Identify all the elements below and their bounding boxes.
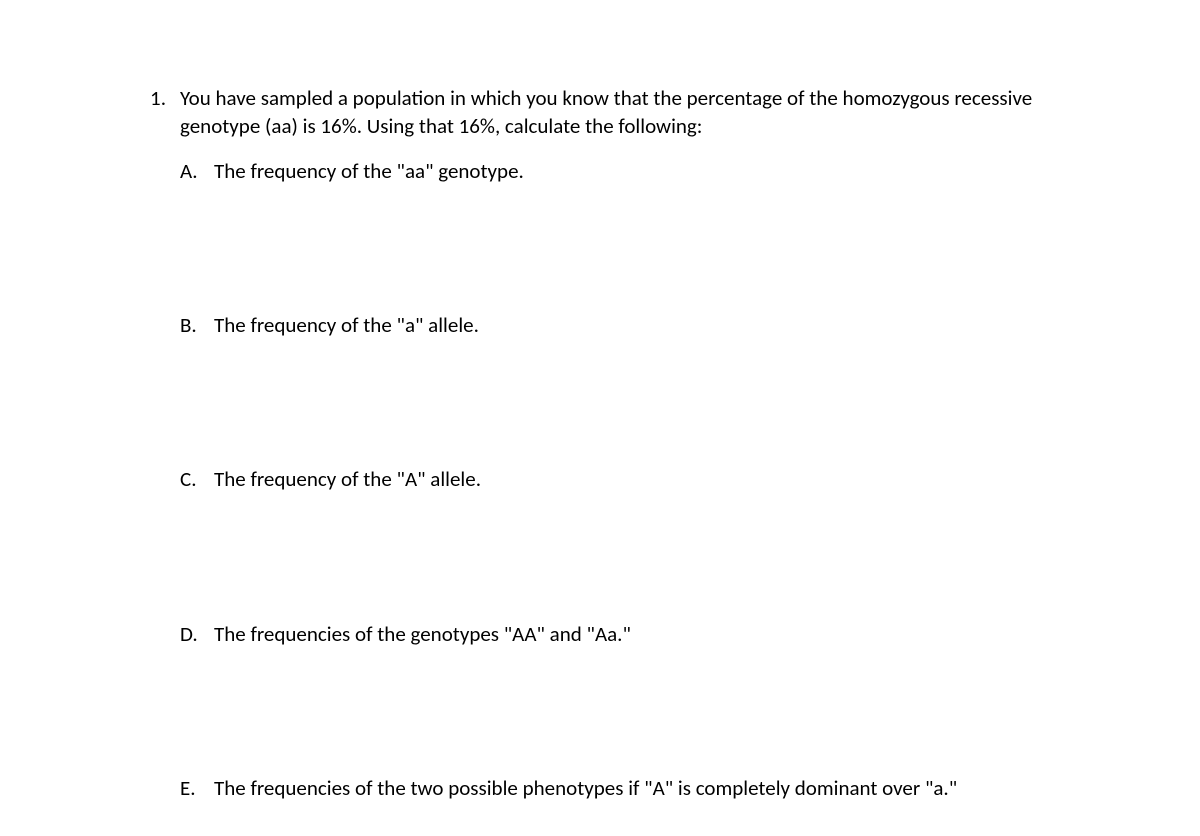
subpart: A. The frequency of the "aa" genotype. [180,157,1060,185]
subpart-text: The frequency of the "A" allele. [214,465,1060,493]
subpart-text: The frequency of the "aa" genotype. [214,157,1060,185]
subpart-letter: C. [180,465,214,493]
worksheet-page: 1. You have sampled a population in whic… [0,0,1200,802]
subpart: C. The frequency of the "A" allele. [180,465,1060,493]
subpart: B. The frequency of the "a" allele. [180,311,1060,339]
subpart-letter: B. [180,311,214,339]
subpart: E. The frequencies of the two possible p… [180,774,1060,802]
subpart-letter: E. [180,774,214,802]
subpart-text: The frequencies of the two possible phen… [214,774,1060,802]
subpart: D. The frequencies of the genotypes "AA"… [180,620,1060,648]
subpart-text: The frequencies of the genotypes "AA" an… [214,620,1060,648]
subpart-letter: A. [180,157,214,185]
question-stem: You have sampled a population in which y… [180,84,1060,141]
question-block: 1. You have sampled a population in whic… [140,84,1060,141]
subpart-text: The frequency of the "a" allele. [214,311,1060,339]
subpart-letter: D. [180,620,214,648]
question-number: 1. [140,84,180,141]
